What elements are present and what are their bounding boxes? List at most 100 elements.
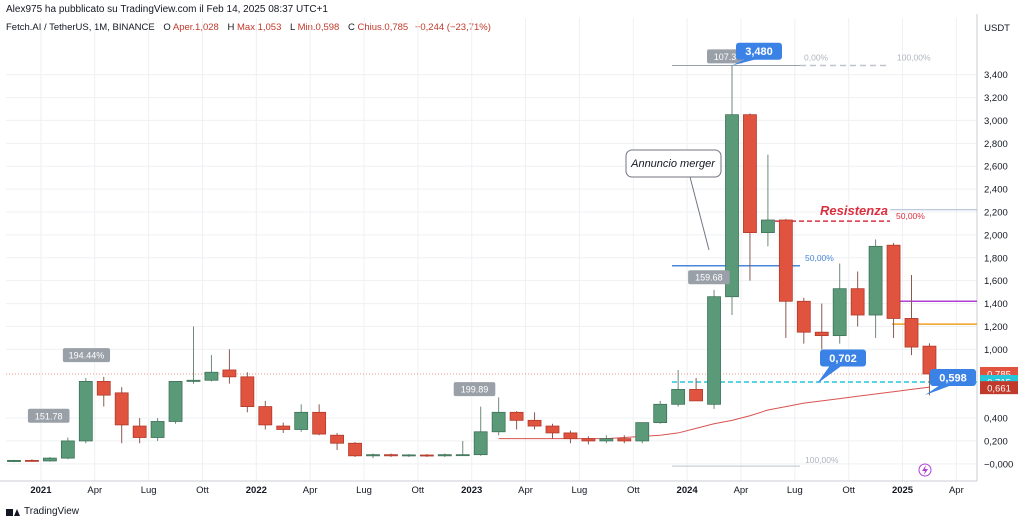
candle-down bbox=[114, 392, 129, 426]
footer-brand[interactable]: TradingView bbox=[6, 506, 79, 517]
candle-up bbox=[868, 245, 883, 316]
candle-up bbox=[473, 431, 488, 456]
pct-tag-107-bg bbox=[707, 49, 743, 64]
currency-label: USDT bbox=[984, 23, 1010, 34]
y-tick-label: 2,600 bbox=[984, 162, 1008, 173]
y-tick-label: 2,000 bbox=[984, 230, 1008, 241]
candle-up bbox=[455, 454, 470, 457]
candle-down bbox=[904, 318, 919, 348]
x-tick-label: 2023 bbox=[461, 485, 482, 496]
x-tick-label: 2022 bbox=[246, 485, 267, 496]
x-tick-label: Apr bbox=[87, 485, 102, 496]
y-tick-label: 1,000 bbox=[984, 345, 1008, 356]
candle-down bbox=[778, 219, 793, 302]
close-value: Chius.0,785 bbox=[357, 22, 409, 33]
resistance-label: Resistenza bbox=[820, 203, 888, 218]
candle-up bbox=[60, 440, 75, 459]
pct-tag-159: 159.68 bbox=[695, 273, 723, 283]
candle-down bbox=[850, 288, 865, 316]
x-tick-label: Apr bbox=[303, 485, 318, 496]
open-key: O bbox=[163, 22, 171, 33]
x-tick-label: Lug bbox=[787, 485, 803, 496]
candle-up bbox=[761, 219, 775, 233]
fib-label-50-blue: 50,00% bbox=[805, 253, 834, 263]
x-tick-label: 2024 bbox=[677, 485, 699, 496]
candle-down bbox=[689, 389, 703, 402]
grid-group bbox=[6, 18, 977, 481]
callout-low-2-pointer bbox=[925, 384, 952, 396]
candle-down bbox=[563, 432, 578, 440]
close-key: C bbox=[347, 22, 355, 33]
pct-tag-194-bg bbox=[62, 348, 111, 363]
candle-up bbox=[294, 411, 309, 430]
y-tick-label: 1,400 bbox=[984, 299, 1008, 310]
candle-down bbox=[545, 425, 560, 434]
brand-label: TradingView bbox=[24, 506, 80, 517]
x-tick-label: Apr bbox=[518, 485, 533, 496]
y-tick-label: 2,400 bbox=[984, 185, 1008, 196]
x-tick-label: Apr bbox=[734, 485, 749, 496]
candles-group bbox=[7, 65, 937, 463]
x-tick-label: 2025 bbox=[892, 485, 914, 496]
x-tick-label: Lug bbox=[141, 485, 157, 496]
pct-tag-199: 199.89 bbox=[461, 385, 489, 395]
candle-down bbox=[743, 114, 757, 233]
pct-tag-199-bg bbox=[453, 382, 496, 397]
y-tick-label: 1,200 bbox=[984, 322, 1008, 333]
pct-tag-151-bg bbox=[27, 408, 70, 423]
fib-label-0: 0,00% bbox=[804, 52, 829, 62]
y-tick-label: 2,800 bbox=[984, 139, 1008, 150]
candle-up bbox=[186, 379, 201, 382]
callout-high-pointer bbox=[732, 58, 758, 66]
candle-down bbox=[509, 411, 524, 421]
low-value: Min.0,598 bbox=[297, 22, 340, 33]
candle-down bbox=[348, 442, 362, 457]
candle-down bbox=[384, 454, 398, 457]
candle-up bbox=[725, 114, 739, 298]
x-tick-label: Ott bbox=[842, 485, 855, 496]
x-tick-label: 2021 bbox=[30, 485, 52, 496]
fib-label-100-top: 100,00% bbox=[897, 52, 931, 62]
y-tick-label: −0,000 bbox=[984, 459, 1013, 470]
candle-down bbox=[96, 381, 111, 396]
y-tick-label: 0,400 bbox=[984, 414, 1008, 425]
candle-up bbox=[204, 371, 219, 381]
callout-low-2-bg bbox=[930, 368, 976, 386]
candle-down bbox=[617, 438, 632, 442]
high-key: H bbox=[227, 22, 235, 33]
candle-down bbox=[25, 459, 39, 462]
candle-down bbox=[527, 419, 542, 427]
y-tick-label: 3,400 bbox=[984, 70, 1008, 81]
candle-up bbox=[599, 438, 614, 442]
x-tick-label: Lug bbox=[571, 485, 587, 496]
lightning-icon bbox=[922, 465, 928, 475]
candle-down bbox=[922, 345, 937, 375]
pct-tag-151: 151.78 bbox=[35, 411, 63, 421]
candle-up bbox=[635, 422, 650, 442]
y-tick-label: 1,600 bbox=[984, 276, 1008, 287]
candle-down bbox=[796, 300, 811, 333]
candle-up bbox=[366, 454, 380, 457]
candle-up bbox=[78, 381, 93, 442]
candle-up bbox=[491, 411, 506, 433]
candle-down bbox=[581, 438, 596, 442]
candle-up bbox=[7, 459, 21, 462]
x-tick-label: Ott bbox=[627, 485, 640, 496]
candle-down bbox=[222, 369, 237, 378]
candle-down bbox=[419, 454, 434, 457]
open-value: Aper.1,028 bbox=[172, 22, 219, 33]
x-tick-label: Ott bbox=[412, 485, 425, 496]
ohlc-legend: Fetch.AI / TetherUS, 1M, BINANCE O Aper.… bbox=[6, 22, 491, 33]
callout-low-1-pointer bbox=[817, 365, 842, 384]
candle-down bbox=[886, 244, 901, 319]
publisher-line: Alex975 ha pubblicato su TradingView.com… bbox=[6, 4, 328, 15]
candle-down bbox=[276, 425, 291, 430]
callout-low-1-bg bbox=[820, 349, 866, 367]
candle-up bbox=[401, 454, 416, 457]
pct-tag-194: 194.44% bbox=[69, 351, 105, 361]
candle-down bbox=[258, 406, 273, 426]
merger-bubble bbox=[625, 149, 722, 178]
callout-high-bg bbox=[736, 42, 782, 60]
tradingview-logo-icon bbox=[6, 507, 20, 517]
